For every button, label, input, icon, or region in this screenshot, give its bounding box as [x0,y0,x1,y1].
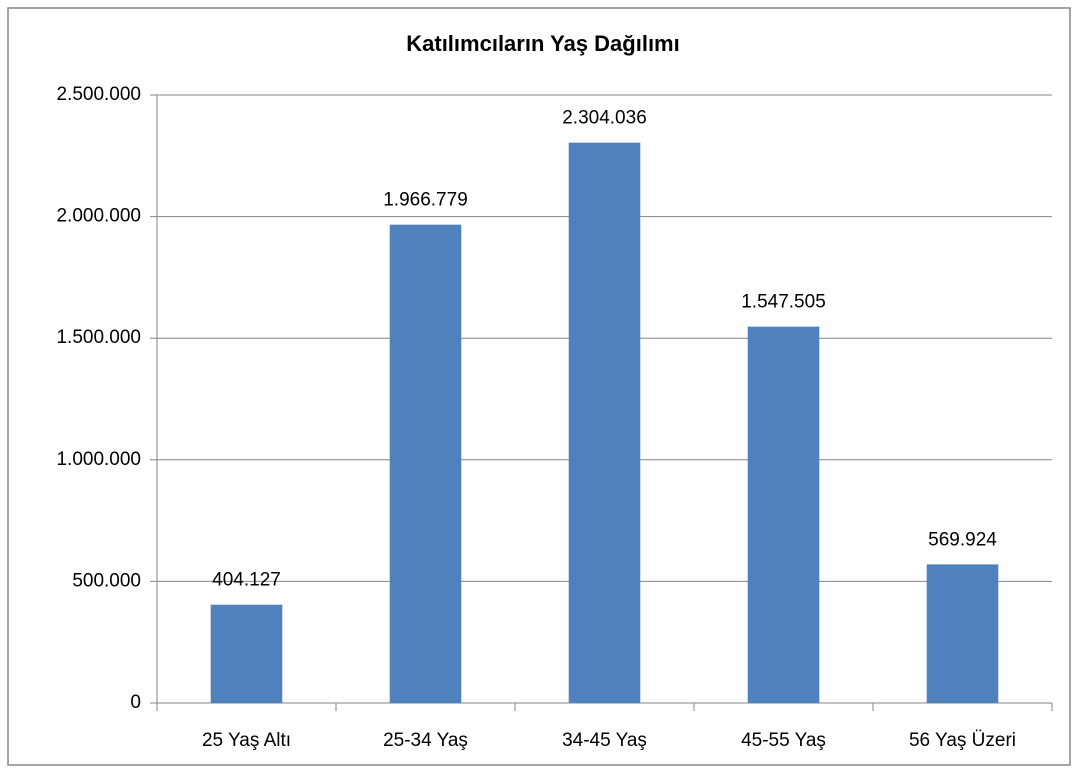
data-label: 2.304.036 [562,108,647,129]
bar [210,604,283,703]
y-tick-label: 2.500.000 [56,84,141,105]
y-tick-label: 500.000 [72,570,141,591]
y-tick-label: 1.000.000 [56,449,141,470]
x-tick-label: 25 Yaş Altı [202,730,291,751]
x-tick-label: 25-34 Yaş [383,730,468,751]
bar [568,142,641,703]
data-label: 569.924 [928,529,997,550]
chart-title: Katılımcıların Yaş Dağılımı [406,31,680,56]
x-tick-label: 56 Yaş Üzeri [909,730,1016,751]
y-tick-label: 1.500.000 [56,327,141,348]
bar [747,326,820,703]
bar [926,564,999,703]
y-tick-label: 2.000.000 [56,206,141,227]
data-label: 1.966.779 [383,190,468,211]
y-tick-label: 0 [130,692,141,713]
chart-border [7,7,1071,766]
x-tick-label: 34-45 Yaş [562,730,647,751]
data-label: 1.547.505 [741,292,826,313]
bar [389,224,462,703]
data-label: 404.127 [212,570,281,591]
x-tick-label: 45-55 Yaş [741,730,826,751]
